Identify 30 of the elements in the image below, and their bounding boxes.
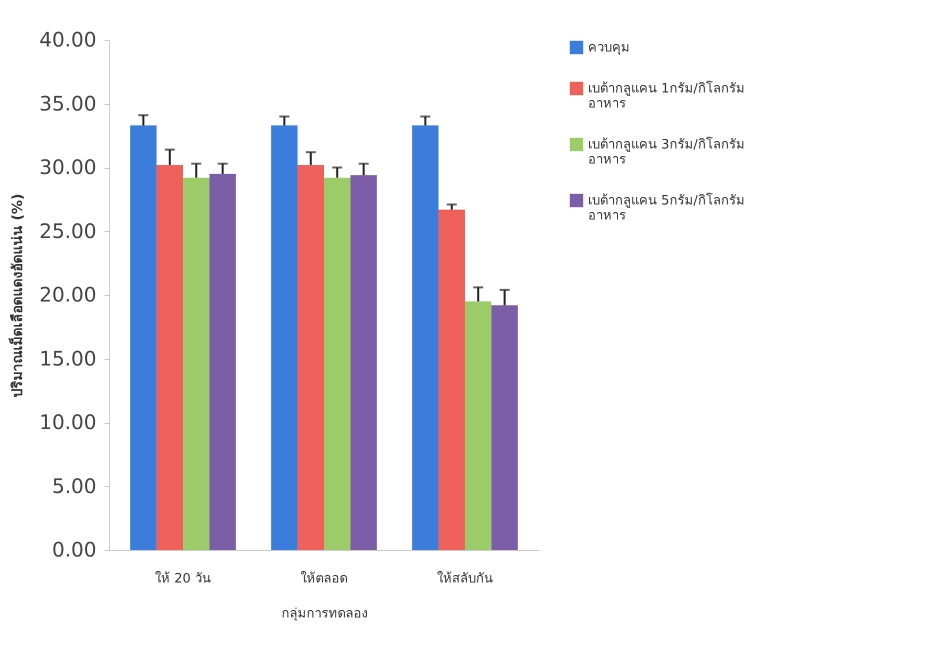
bar	[412, 125, 439, 550]
y-tick-label: 35.00	[39, 91, 96, 116]
bar	[324, 178, 350, 550]
y-tick-label: 15.00	[39, 346, 96, 370]
bar	[350, 175, 377, 550]
bar	[438, 210, 465, 550]
bar	[183, 178, 210, 550]
x-tick-label: ให้สลับกัน	[436, 570, 493, 586]
legend-label: เบต้ากลูแคน 3กรัม/กิโลกรัม อาหาร	[588, 136, 745, 168]
y-tick-label: 20.00	[39, 282, 96, 306]
bar	[271, 125, 298, 550]
bar	[298, 164, 324, 550]
y-tick-label: 10.00	[39, 410, 96, 434]
y-tick-label: 40.00	[39, 28, 96, 52]
bar	[464, 301, 492, 550]
x-axis-title: กลุ่มการทดลอง	[282, 606, 368, 622]
legend-label: เบต้ากลูแคน 1กรัม/กิโลกรัม อาหาร	[588, 80, 745, 112]
y-tick-label: 0.00	[52, 538, 96, 562]
y-tick-label: 25.00	[39, 218, 96, 243]
bar	[491, 305, 518, 550]
bar	[156, 164, 184, 550]
y-tick-label: 30.00	[39, 155, 96, 179]
bar	[209, 174, 236, 550]
legend-label: เบต้ากลูแคน 5กรัม/กิโลกรัม อาหาร	[588, 192, 745, 224]
y-tick-label: 5.00	[52, 474, 96, 498]
x-tick-label: ให้ 20 วัน	[155, 570, 211, 586]
legend-label: ควบคุม	[588, 40, 630, 56]
x-tick-label: ให้ตลอด	[300, 570, 348, 586]
y-axis-title: ปริมาณเม็ดเลือดแดงอัดแน่น (%)	[8, 194, 26, 398]
bar	[130, 125, 157, 550]
